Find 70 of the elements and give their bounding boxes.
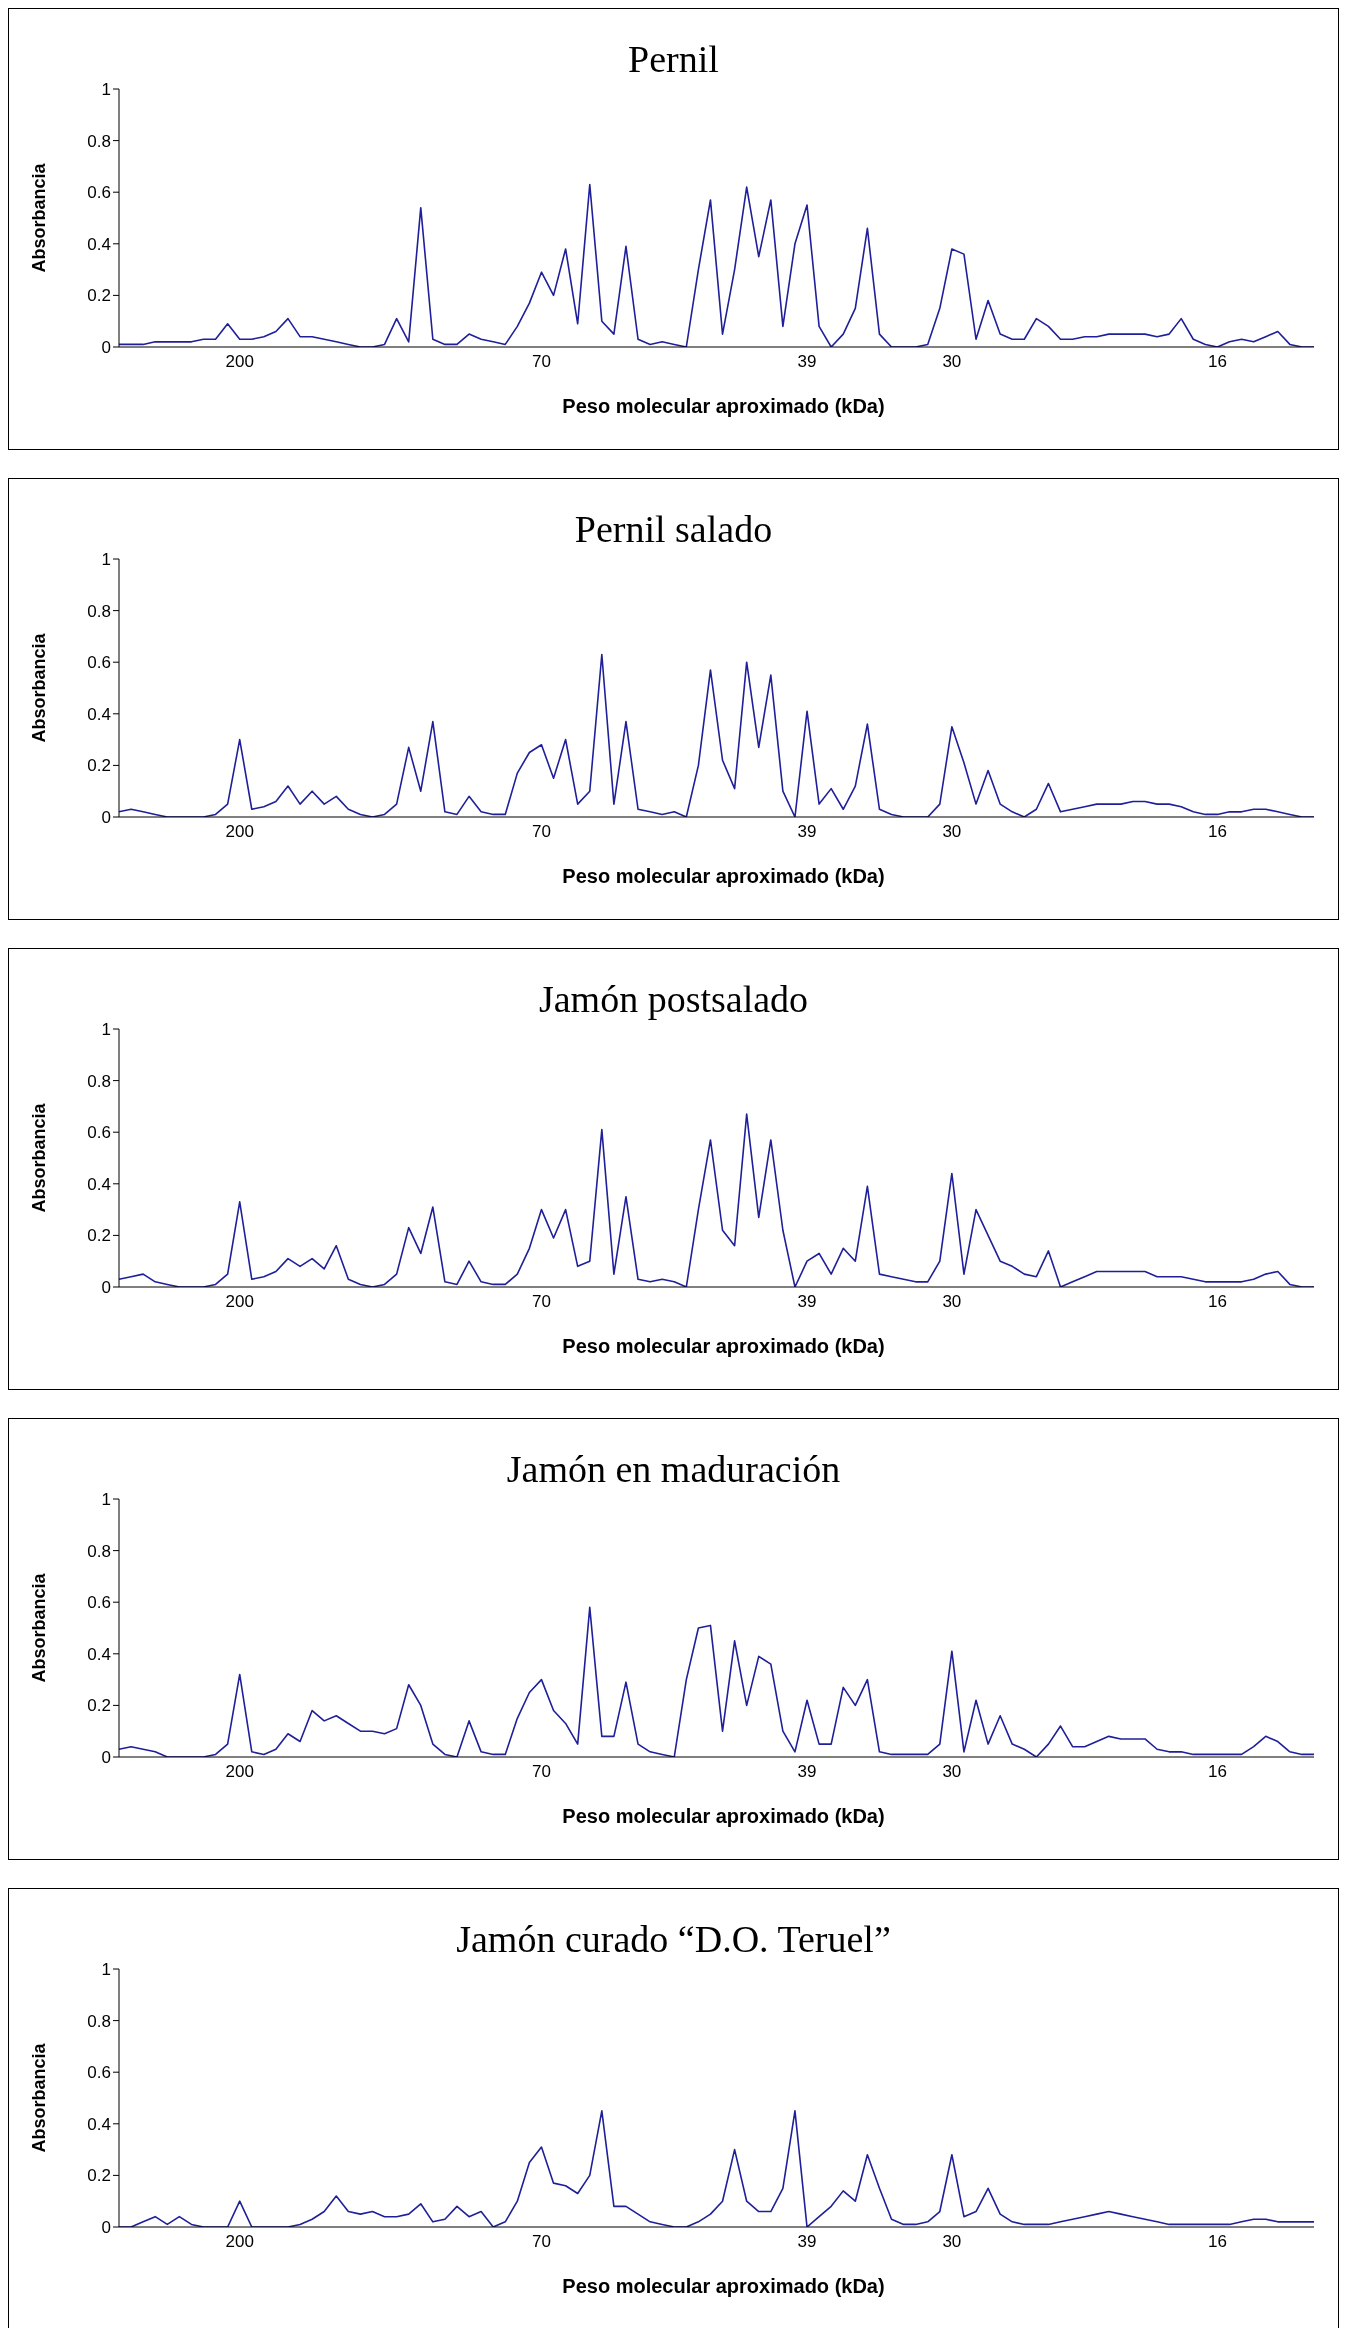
y-tick-label: 0 bbox=[101, 338, 111, 358]
x-axis-title: Peso molecular aproximado (kDa) bbox=[561, 395, 886, 418]
x-axis-title: Peso molecular aproximado (kDa) bbox=[561, 865, 886, 888]
y-tick-label: 0.2 bbox=[87, 2166, 111, 2186]
x-tick-label: 200 bbox=[225, 822, 254, 842]
y-tick-label: 0.4 bbox=[87, 234, 111, 254]
y-tick-label: 0.2 bbox=[87, 286, 111, 306]
y-tick-label: 0.4 bbox=[87, 1644, 111, 1664]
y-axis-title: Absorbancia bbox=[29, 162, 50, 273]
y-tick-label: 0.6 bbox=[87, 653, 111, 673]
x-tick-label: 30 bbox=[942, 1762, 962, 1782]
chart-title: Pernil salado bbox=[573, 507, 774, 551]
y-tick-label: 0.2 bbox=[87, 1226, 111, 1246]
y-tick-label: 0.4 bbox=[87, 1174, 111, 1194]
y-tick-label: 1 bbox=[101, 1020, 111, 1040]
chart-title: Jamón en maduración bbox=[505, 1447, 842, 1491]
x-tick-label: 39 bbox=[797, 822, 817, 842]
x-tick-label: 16 bbox=[1207, 352, 1227, 372]
x-tick-label: 70 bbox=[532, 1292, 551, 1312]
y-axis-title: Absorbancia bbox=[29, 2042, 50, 2153]
x-tick-label: 39 bbox=[797, 2232, 817, 2252]
x-axis-title: Peso molecular aproximado (kDa) bbox=[561, 1805, 886, 1828]
y-tick-label: 0.4 bbox=[87, 704, 111, 724]
x-tick-label: 70 bbox=[532, 352, 551, 372]
y-tick-label: 0.4 bbox=[87, 2114, 111, 2134]
x-tick-label: 70 bbox=[532, 1762, 551, 1782]
x-tick-label: 16 bbox=[1207, 1292, 1227, 1312]
y-tick-label: 0.8 bbox=[87, 1071, 111, 1091]
y-tick-label: 0.6 bbox=[87, 1593, 111, 1613]
y-tick-label: 0.8 bbox=[87, 1541, 111, 1561]
chart-title: Jamón postsalado bbox=[537, 977, 810, 1021]
x-tick-label: 30 bbox=[942, 352, 962, 372]
x-tick-label: 39 bbox=[797, 1762, 817, 1782]
x-tick-label: 200 bbox=[225, 2232, 254, 2252]
x-tick-label: 70 bbox=[532, 822, 551, 842]
y-axis-title: Absorbancia bbox=[29, 1572, 50, 1683]
y-tick-label: 0.2 bbox=[87, 756, 111, 776]
y-tick-label: 1 bbox=[101, 1960, 111, 1980]
x-tick-label: 30 bbox=[942, 2232, 962, 2252]
y-tick-label: 1 bbox=[101, 550, 111, 570]
y-tick-label: 1 bbox=[101, 80, 111, 100]
x-tick-label: 16 bbox=[1207, 1762, 1227, 1782]
x-tick-label: 16 bbox=[1207, 822, 1227, 842]
y-tick-label: 0.6 bbox=[87, 183, 111, 203]
y-tick-label: 0 bbox=[101, 808, 111, 828]
y-tick-label: 0.6 bbox=[87, 1123, 111, 1143]
y-tick-label: 0.8 bbox=[87, 2011, 111, 2031]
x-tick-label: 16 bbox=[1207, 2232, 1227, 2252]
y-tick-label: 0.2 bbox=[87, 1696, 111, 1716]
y-axis-title: Absorbancia bbox=[29, 632, 50, 743]
x-axis-title: Peso molecular aproximado (kDa) bbox=[561, 1335, 886, 1358]
y-axis-title: Absorbancia bbox=[29, 1102, 50, 1213]
x-tick-label: 200 bbox=[225, 352, 254, 372]
x-tick-label: 70 bbox=[532, 2232, 551, 2252]
x-tick-label: 200 bbox=[225, 1292, 254, 1312]
x-tick-label: 30 bbox=[942, 1292, 962, 1312]
chart-title: Jamón curado “D.O. Teruel” bbox=[455, 1917, 892, 1961]
x-tick-label: 39 bbox=[797, 352, 817, 372]
x-tick-label: 39 bbox=[797, 1292, 817, 1312]
y-tick-label: 0.6 bbox=[87, 2063, 111, 2083]
chart-title: Pernil bbox=[627, 37, 720, 81]
y-tick-label: 0.8 bbox=[87, 601, 111, 621]
x-axis-title: Peso molecular aproximado (kDa) bbox=[561, 2275, 886, 2298]
x-tick-label: 30 bbox=[942, 822, 962, 842]
y-tick-label: 0.8 bbox=[87, 131, 111, 151]
y-tick-label: 0 bbox=[101, 1748, 111, 1768]
y-tick-label: 0 bbox=[101, 2218, 111, 2238]
x-tick-label: 200 bbox=[225, 1762, 254, 1782]
y-tick-label: 1 bbox=[101, 1490, 111, 1510]
y-tick-label: 0 bbox=[101, 1278, 111, 1298]
